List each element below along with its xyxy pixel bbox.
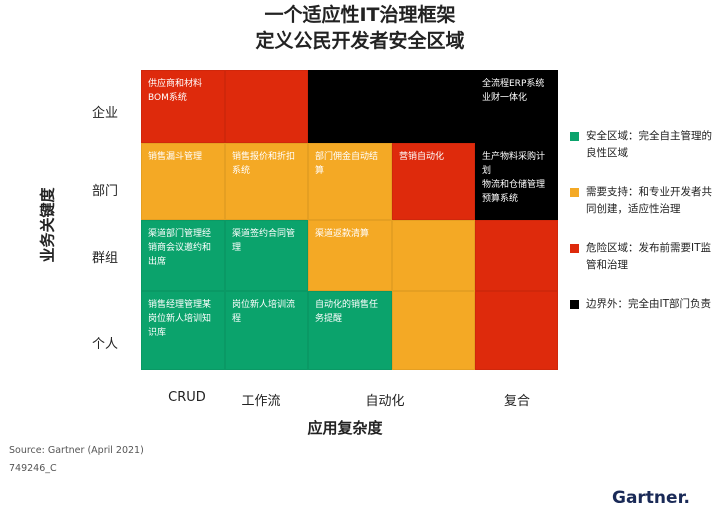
legend-swatch <box>570 132 579 141</box>
y-label-department: 部门 <box>91 184 118 199</box>
matrix-cell: 营销自动化 <box>392 143 475 220</box>
title-line-1: 一个适应性IT治理框架 <box>264 4 456 26</box>
legend-item: 需要支持：和专业开发者共同创建，适应性治理 <box>570 184 720 218</box>
title-line-2: 定义公民开发者安全区域 <box>255 30 465 52</box>
source-note: Source: Gartner (April 2021) <box>9 445 144 456</box>
doc-code: 749246_C <box>9 463 57 474</box>
matrix-cell: 渠道部门管理经销商会议邀约和出席 <box>141 220 225 291</box>
legend-label: 需要支持：和专业开发者共同创建，适应性治理 <box>586 186 712 215</box>
matrix-cell: 自动化的销售任务提醒 <box>308 291 392 370</box>
matrix-cell <box>392 220 475 291</box>
matrix-cell <box>475 291 558 370</box>
legend-item: 边界外：完全由IT部门负责 <box>570 296 720 313</box>
governance-matrix: 供应商和材料 BOM系统 全流程ERP系统 业财一体化销售漏斗管理 销售报价和折扣系… <box>141 70 558 370</box>
matrix-cell: 渠道签约合同管理 <box>225 220 308 291</box>
y-label-individual: 个人 <box>91 337 118 352</box>
y-label-enterprise: 企业 <box>91 106 118 121</box>
matrix-cell <box>225 70 308 143</box>
matrix-cell: 部门佣金自动结算 <box>308 143 392 220</box>
matrix-cell: 岗位新人培训流程 <box>225 291 308 370</box>
legend-swatch <box>570 188 579 197</box>
legend-label: 安全区域：完全自主管理的良性区域 <box>586 130 712 159</box>
matrix-cell <box>392 291 475 370</box>
x-label-composite: 复合 <box>503 394 530 409</box>
matrix-cell: 销售经理管理某岗位新人培训知识库 <box>141 291 225 370</box>
legend-swatch <box>570 300 579 309</box>
legend-label: 边界外：完全由IT部门负责 <box>586 298 712 310</box>
matrix-cell: 全流程ERP系统 业财一体化 <box>475 70 558 143</box>
chart-title: 一个适应性IT治理框架 定义公民开发者安全区域 <box>0 2 720 54</box>
y-axis-title: 业务关键度 <box>38 187 57 263</box>
gartner-logo: Gartner. <box>612 488 690 508</box>
matrix-cell: 销售漏斗管理 <box>141 143 225 220</box>
matrix-cell <box>475 220 558 291</box>
x-label-automation: 自动化 <box>365 394 405 409</box>
legend-swatch <box>570 244 579 253</box>
matrix-cell: 供应商和材料 BOM系统 <box>141 70 225 143</box>
legend-item: 危险区域：发布前需要IT监管和治理 <box>570 240 720 274</box>
y-label-group: 群组 <box>91 251 118 266</box>
x-label-workflow: 工作流 <box>241 394 281 409</box>
legend-item: 安全区域：完全自主管理的良性区域 <box>570 128 720 162</box>
x-label-crud: CRUD <box>168 390 206 405</box>
matrix-cell: 生产物料采购计划 物流和仓储管理 预算系统 <box>475 143 558 220</box>
matrix-cell: 渠道返款清算 <box>308 220 392 291</box>
x-axis-title: 应用复杂度 <box>307 419 383 437</box>
matrix-cell <box>392 70 475 143</box>
legend: 安全区域：完全自主管理的良性区域 需要支持：和专业开发者共同创建，适应性治理 危险区… <box>570 128 720 335</box>
legend-label: 危险区域：发布前需要IT监管和治理 <box>586 242 712 271</box>
matrix-cell: 销售报价和折扣系统 <box>225 143 308 220</box>
matrix-cell <box>308 70 392 143</box>
